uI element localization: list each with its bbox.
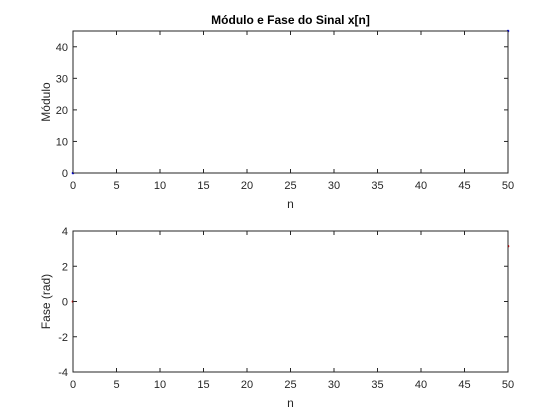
y-tick-label: 2 [62, 261, 68, 273]
x-tick-label: 25 [284, 180, 296, 192]
x-tick-label: 25 [284, 379, 296, 391]
y-tick-label: 0 [62, 168, 68, 180]
x-tick-label: 30 [328, 180, 340, 192]
y-tick-label: 0 [62, 297, 68, 309]
x-tick-label: 40 [415, 180, 427, 192]
y-tick-label: 20 [56, 105, 68, 117]
y-axis-label: Módulo [39, 82, 53, 122]
y-tick-label: 30 [56, 73, 68, 85]
axes-box [72, 30, 509, 174]
x-tick-label: 30 [328, 379, 340, 391]
x-tick-label: 10 [154, 379, 166, 391]
x-tick-label: 45 [458, 379, 470, 391]
axes-box [72, 230, 509, 373]
subplot-2: 0 5 10 15 20 25 30 35 40 45 50 -4 -2 0 2 4 n Fase (rad) [39, 226, 514, 410]
x-tick-label: 45 [458, 180, 470, 192]
x-tick-label: 15 [197, 379, 209, 391]
y-tick-label: -2 [58, 332, 68, 344]
x-tick-label: 50 [502, 379, 514, 391]
y-tick-label: 10 [56, 136, 68, 148]
x-tick-label: 0 [70, 180, 76, 192]
x-tick-label: 40 [415, 379, 427, 391]
x-tick-label: 5 [113, 180, 119, 192]
x-axis-label: n [287, 197, 294, 211]
x-tick-label: 50 [502, 180, 514, 192]
y-axis-label: Fase (rad) [39, 274, 53, 329]
x-tick-label: 15 [197, 180, 209, 192]
x-tick-label: 0 [70, 379, 76, 391]
y-tick-label: -4 [58, 367, 68, 379]
x-tick-label: 20 [241, 379, 253, 391]
y-tick-label: 40 [56, 42, 68, 54]
chart-title: Módulo e Fase do Sinal x[n] [211, 13, 370, 27]
x-tick-label: 10 [154, 180, 166, 192]
x-tick-label: 5 [113, 379, 119, 391]
x-axis-label: n [287, 396, 294, 410]
x-tick-label: 20 [241, 180, 253, 192]
y-tick-label: 4 [62, 226, 68, 238]
x-tick-label: 35 [371, 180, 383, 192]
x-tick-label: 35 [371, 379, 383, 391]
subplot-1: 0 5 10 15 20 25 30 35 40 45 50 0 10 20 30 40 Módulo e Fa… [39, 13, 514, 211]
